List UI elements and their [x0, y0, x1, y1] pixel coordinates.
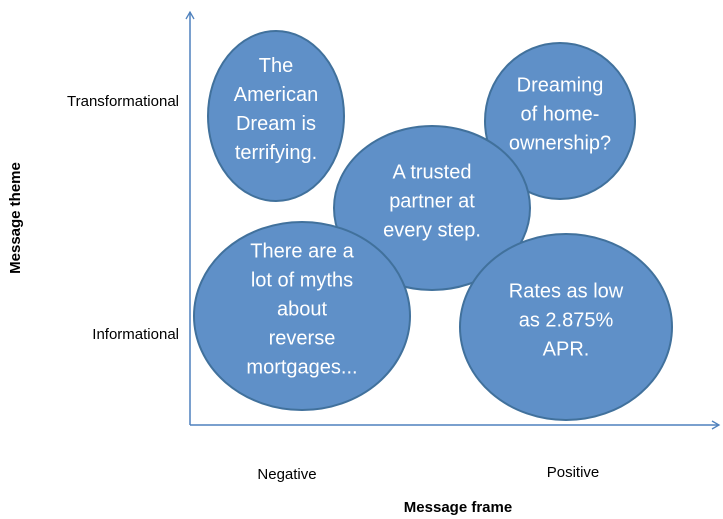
x-label: Positive — [547, 464, 600, 481]
bubble — [193, 221, 411, 411]
bubble-text: mortgages... — [246, 356, 357, 378]
bubble-text: partner at — [389, 190, 475, 212]
y-label: Transformational — [67, 93, 179, 110]
bubble-text: There are a — [250, 240, 354, 262]
y-axis-title: Message theme — [7, 162, 24, 274]
x-label: Negative — [257, 466, 316, 483]
bubble-text: The — [259, 55, 293, 77]
bubble — [207, 30, 345, 202]
bubbles: The American Dream is terrifying. Dreaming of… — [193, 30, 673, 421]
bubble-text: American — [234, 84, 318, 106]
bubble-text: Dream is — [236, 113, 316, 135]
bubble — [459, 233, 673, 421]
bubble-text: about — [277, 298, 327, 320]
bubble — [333, 125, 531, 291]
bubble-text: as 2.875% — [519, 309, 614, 331]
bubble-text: lot of myths — [251, 269, 353, 291]
bubble-text: Rates as low — [509, 280, 624, 302]
bubble-text: A trusted — [393, 161, 472, 183]
bubble-text: terrifying. — [235, 142, 317, 164]
x-axis-title: Message frame — [404, 499, 512, 516]
bubble-text: of home- — [521, 103, 600, 125]
bubble-text: APR. — [543, 338, 590, 360]
bubble — [484, 42, 636, 200]
bubble-text: Dreaming — [517, 74, 604, 96]
bubble-text: ownership? — [509, 132, 611, 154]
bubble-text: reverse — [269, 327, 336, 349]
y-label: Informational — [92, 326, 179, 343]
bubble-text: every step. — [383, 219, 481, 241]
